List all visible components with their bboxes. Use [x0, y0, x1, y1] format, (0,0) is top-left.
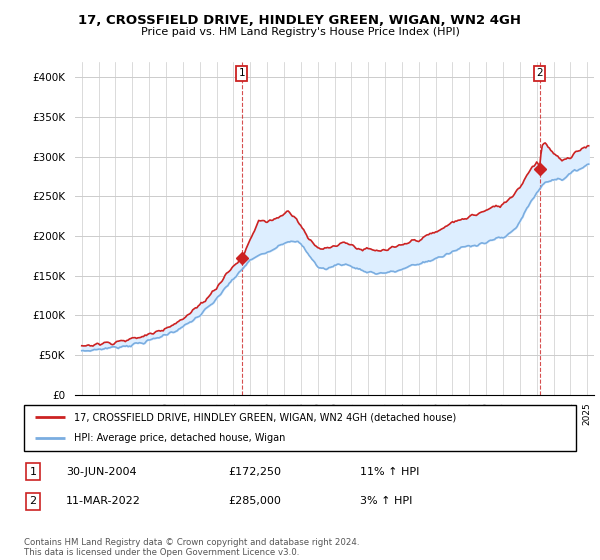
Text: 17, CROSSFIELD DRIVE, HINDLEY GREEN, WIGAN, WN2 4GH: 17, CROSSFIELD DRIVE, HINDLEY GREEN, WIG…	[79, 14, 521, 27]
Text: HPI: Average price, detached house, Wigan: HPI: Average price, detached house, Wiga…	[74, 433, 285, 444]
Text: 2: 2	[29, 496, 37, 506]
Text: £285,000: £285,000	[228, 496, 281, 506]
Text: 11% ↑ HPI: 11% ↑ HPI	[360, 466, 419, 477]
Text: 3% ↑ HPI: 3% ↑ HPI	[360, 496, 412, 506]
Text: 1: 1	[239, 68, 245, 78]
Text: Price paid vs. HM Land Registry's House Price Index (HPI): Price paid vs. HM Land Registry's House …	[140, 27, 460, 37]
Text: Contains HM Land Registry data © Crown copyright and database right 2024.
This d: Contains HM Land Registry data © Crown c…	[24, 538, 359, 557]
Text: 30-JUN-2004: 30-JUN-2004	[66, 466, 137, 477]
Text: 17, CROSSFIELD DRIVE, HINDLEY GREEN, WIGAN, WN2 4GH (detached house): 17, CROSSFIELD DRIVE, HINDLEY GREEN, WIG…	[74, 412, 456, 422]
Text: £172,250: £172,250	[228, 466, 281, 477]
Text: 2: 2	[536, 68, 543, 78]
Text: 1: 1	[29, 466, 37, 477]
Text: 11-MAR-2022: 11-MAR-2022	[66, 496, 141, 506]
